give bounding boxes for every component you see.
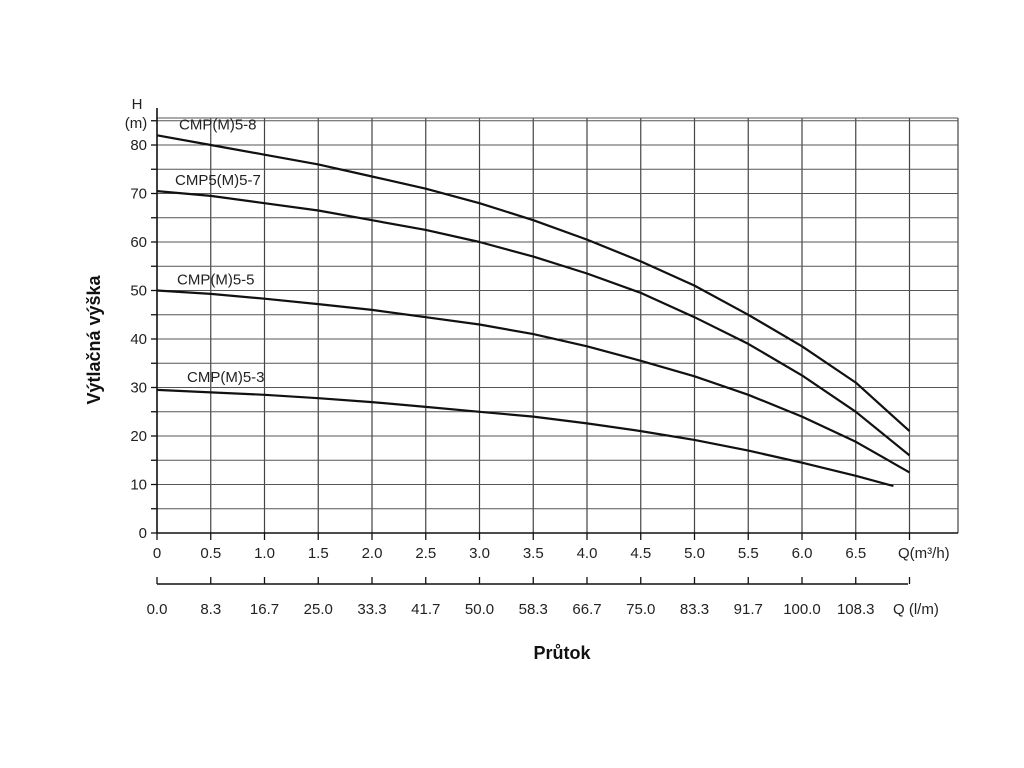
x2-tick-label: 41.7: [411, 601, 440, 618]
x-tick-label: 2.0: [362, 545, 383, 562]
y-tick-label: 0: [139, 525, 147, 542]
series-line-1: [156, 134, 911, 432]
x-tick-label: 3.0: [469, 545, 490, 562]
series-label-4: CMP(M)5-3: [187, 369, 265, 386]
y-tick-label: 50: [130, 283, 147, 300]
y-tick-label: 40: [130, 331, 147, 348]
y-unit-top-label: H: [132, 96, 143, 113]
y-tick-label: 60: [130, 234, 147, 251]
x-tick-label: 4.0: [577, 545, 598, 562]
x2-tick-label: 16.7: [250, 601, 279, 618]
x-unit-label: Q(m³/h): [898, 545, 950, 562]
x-tick-label: 0: [153, 545, 161, 562]
x-tick-label: 3.5: [523, 545, 544, 562]
x2-tick-label: 66.7: [572, 601, 601, 618]
x2-tick-label: 91.7: [734, 601, 763, 618]
y-axis-title: Výtlačná výška: [84, 274, 104, 404]
x2-tick-label: 33.3: [357, 601, 386, 618]
y-tick-label: 10: [130, 477, 147, 494]
series-label-1: CMP(M)5-8: [179, 116, 257, 133]
x2-unit-label: Q (l/m): [893, 601, 939, 618]
x2-tick-label: 25.0: [304, 601, 333, 618]
series-line-2: [156, 190, 911, 457]
x-axis-title: Průtok: [533, 643, 591, 663]
x-tick-label: 2.5: [415, 545, 436, 562]
x-tick-label: 0.5: [200, 545, 221, 562]
x2-tick-label: 50.0: [465, 601, 494, 618]
x-tick-label: 1.0: [254, 545, 275, 562]
y-tick-label: 70: [130, 186, 147, 203]
chart-axes: [151, 108, 958, 585]
x2-tick-label: 75.0: [626, 601, 655, 618]
series-line-3: [156, 289, 911, 474]
chart-series: CMP(M)5-8 CMP5(M)5-7 CMP(M)5-5 CMP(M)5-3: [156, 116, 911, 488]
y-unit-bottom-label: (m): [125, 115, 148, 132]
y-tick-label: 20: [130, 428, 147, 445]
x-tick-label: 6.5: [845, 545, 866, 562]
x-tick-label: 1.5: [308, 545, 329, 562]
series-line-4: [156, 388, 894, 488]
y-tick-label: 80: [130, 137, 147, 154]
x2-tick-label: 8.3: [200, 601, 221, 618]
chart-tick-labels: 0 10 20 30 40 50 60 70 80 0 0.5 1.0 1.5 2.0 2.5 3.0 3.5 4…: [130, 137, 874, 618]
x-tick-label: 4.5: [630, 545, 651, 562]
x2-tick-label: 108.3: [837, 601, 875, 618]
x-tick-label: 6.0: [792, 545, 813, 562]
chart-grid: [157, 117, 959, 533]
series-label-2: CMP5(M)5-7: [175, 172, 261, 189]
x2-tick-label: 0.0: [147, 601, 168, 618]
x2-tick-label: 83.3: [680, 601, 709, 618]
x2-tick-label: 58.3: [519, 601, 548, 618]
x-tick-label: 5.5: [738, 545, 759, 562]
x2-tick-label: 100.0: [783, 601, 821, 618]
series-label-3: CMP(M)5-5: [177, 272, 255, 289]
x-tick-label: 5.0: [684, 545, 705, 562]
y-tick-label: 30: [130, 380, 147, 397]
